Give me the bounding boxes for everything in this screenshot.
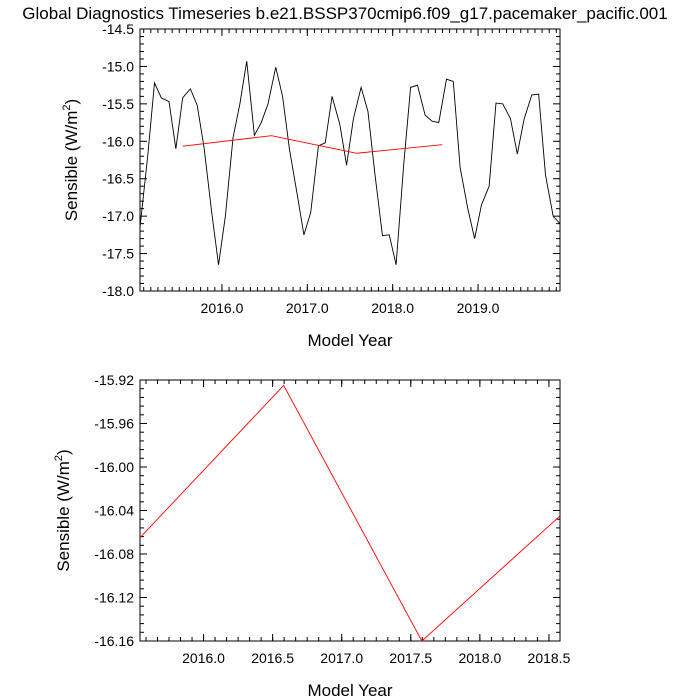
y-axis-label-close: ) — [54, 449, 73, 455]
x-tick-label: 2017.5 — [389, 650, 432, 666]
x-tick-label: 2016.0 — [182, 650, 225, 666]
annual-series-line — [182, 135, 443, 154]
y-axis-label-superscript: 2 — [53, 455, 65, 461]
y-tick-label: -16.5 — [102, 171, 134, 187]
y-axis-label: Sensible (W/m2) — [53, 449, 73, 571]
chart-title: Global Diagnostics Timeseries b.e21.BSSP… — [22, 4, 667, 23]
top-panel: -18.0 -17.5 -17.0 -16.5 -16.0 -15.5 -15.0 -14.5… — [61, 21, 561, 350]
x-tick-label: 2017.0 — [320, 650, 363, 666]
x-tick-label: 2019.0 — [457, 300, 500, 316]
x-axis-label: Model Year — [307, 681, 392, 700]
x-tick-label: 2017.0 — [286, 300, 329, 316]
y-tick-label: -16.04 — [94, 503, 134, 519]
y-tick-label: -15.0 — [102, 58, 134, 74]
y-axis-label-close: ) — [62, 99, 81, 105]
y-tick-label: -14.5 — [102, 21, 134, 37]
bottom-panel: -16.16 -16.12 -16.08 -16.04 -16.00 -15.96 -15.… — [53, 372, 571, 700]
y-tick-label: -16.12 — [94, 590, 134, 606]
y-axis-label-superscript: 2 — [61, 105, 73, 111]
y-tick-label: -15.96 — [94, 416, 134, 432]
annual-series-line — [139, 384, 561, 642]
y-axis-label-text: Sensible (W/m — [54, 461, 73, 572]
x-tick-label: 2018.0 — [371, 300, 414, 316]
y-tick-label: -16.16 — [94, 633, 134, 649]
y-tick-label: -16.0 — [102, 133, 134, 149]
x-tick-label: 2016.0 — [201, 300, 244, 316]
y-tick-label: -15.5 — [102, 96, 134, 112]
plot-frame — [139, 28, 561, 292]
plot-frame — [139, 379, 561, 642]
y-tick-label: -18.0 — [102, 283, 134, 299]
y-axis-label: Sensible (W/m2) — [61, 99, 81, 221]
y-tick-label: -16.08 — [94, 546, 134, 562]
monthly-series-line — [139, 61, 561, 265]
x-tick-label: 2018.5 — [528, 650, 571, 666]
y-axis-label-text: Sensible (W/m — [62, 111, 81, 222]
y-tick-label: -15.92 — [94, 372, 134, 388]
y-tick-label: -17.5 — [102, 246, 134, 262]
x-tick-label: 2018.0 — [458, 650, 501, 666]
x-axis-label: Model Year — [307, 331, 392, 350]
y-tick-label: -17.0 — [102, 208, 134, 224]
y-tick-label: -16.00 — [94, 459, 134, 475]
x-tick-label: 2016.5 — [251, 650, 294, 666]
